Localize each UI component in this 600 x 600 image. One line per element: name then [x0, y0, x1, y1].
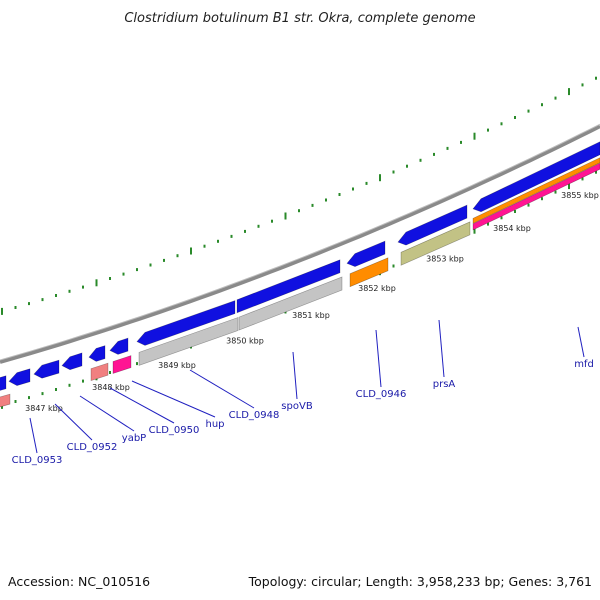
- backbone-line: [0, 124, 600, 364]
- gene-label: CLD_0948: [229, 410, 280, 421]
- cds-arrow: [88, 345, 106, 362]
- gc-tick-marks: [1, 76, 597, 409]
- kbp-label: 3854 kbp: [493, 224, 531, 233]
- kbp-label: 3847 kbp: [25, 404, 63, 413]
- kbp-label: 3851 kbp: [292, 311, 330, 320]
- label-leader-line: [189, 369, 255, 409]
- cds-arrow: [61, 352, 83, 371]
- backbone-highlight: [0, 123, 600, 361]
- gene-block-orange: [349, 257, 389, 288]
- cds-arrow: [33, 359, 60, 379]
- gene-block-gray: [238, 276, 343, 331]
- label-leader-line: [438, 319, 445, 378]
- page-title: Clostridium botulinum B1 str. Okra, comp…: [124, 11, 475, 26]
- gene-block-pink: [112, 355, 132, 374]
- kbp-label: 3848 kbp: [92, 383, 130, 392]
- cds-arrow: [472, 141, 600, 213]
- gene-label: CLD_0950: [149, 425, 200, 436]
- cds-arrow: [109, 337, 129, 355]
- gene-block-salmon: [90, 362, 109, 382]
- cds-arrow: [346, 240, 386, 267]
- genome-backbone: [0, 123, 600, 364]
- gene-label: hup: [205, 419, 224, 430]
- accession-label: Accession: NC_010516: [8, 574, 150, 589]
- label-leader-line: [131, 380, 216, 418]
- kbp-label: 3850 kbp: [226, 336, 264, 345]
- gene-block-pink: [472, 162, 600, 231]
- label-leader-line: [375, 329, 382, 388]
- kbp-label: 3855 kbp: [561, 191, 599, 200]
- gene-block-olive: [400, 221, 471, 266]
- gene-label: spoVB: [281, 401, 313, 412]
- label-leader-line: [29, 417, 38, 454]
- gene-label: yabP: [122, 433, 146, 444]
- cds-arrow: [236, 259, 341, 314]
- gene-block-gray: [138, 317, 239, 366]
- label-leader-line: [54, 403, 93, 441]
- gene-label: CLD_0952: [67, 442, 118, 453]
- cds-arrow: [8, 368, 31, 386]
- gene-label: CLD_0953: [12, 455, 63, 466]
- gene-label: CLD_0946: [356, 389, 407, 400]
- cds-arrow: [136, 300, 236, 346]
- cds-arrow: [397, 204, 468, 246]
- gene-label: mfd: [574, 359, 594, 370]
- kbp-label: 3853 kbp: [426, 255, 464, 264]
- topology-label: Topology: circular; Length: 3,958,233 bp…: [248, 574, 592, 589]
- cds-arrow: [0, 375, 7, 391]
- gene-block-salmon: [0, 393, 11, 408]
- gene-block-orange: [472, 157, 600, 224]
- gene-label: prsA: [433, 379, 456, 390]
- label-leader-line: [109, 387, 175, 424]
- kbp-label: 3849 kbp: [158, 361, 196, 370]
- kbp-scale-labels: 3847 kbp 3848 kbp 3849 kbp 3850 kbp 3851 kbp…: [25, 191, 599, 413]
- kbp-label: 3852 kbp: [358, 284, 396, 293]
- label-leader-line: [79, 395, 135, 432]
- label-leader-line: [577, 326, 585, 358]
- label-leader-line: [292, 351, 298, 400]
- gene-track: [0, 141, 600, 408]
